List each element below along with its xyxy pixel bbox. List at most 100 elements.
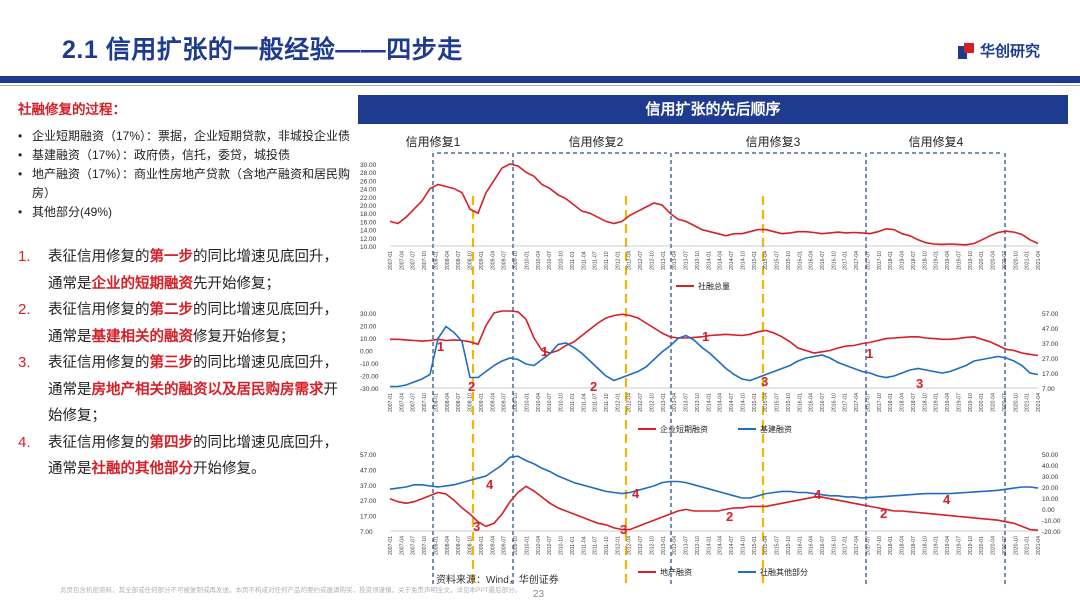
- step-annotation: 1: [541, 344, 548, 359]
- step-item: 3. 表征信用修复的第三步的同比增速见底回升，通常是房地产相关的融资以及居民购房需…: [18, 354, 338, 424]
- y-tick-label: -30.00: [360, 386, 379, 393]
- x-tick-label: 2015-07: [775, 393, 781, 412]
- x-tick-label: 2018-10: [922, 393, 928, 412]
- x-tick-label: 2014-10: [740, 251, 746, 270]
- x-tick-label: 2010-07: [547, 251, 553, 270]
- x-tick-label: 2016-07: [820, 251, 826, 270]
- x-tick-label: 2009-04: [490, 536, 496, 555]
- x-tick-label: 2012-01: [615, 536, 621, 555]
- x-tick-label: 2011-10: [604, 393, 610, 412]
- x-tick-label: 2009-07: [502, 536, 508, 555]
- series-line-企业短期融资: [390, 310, 1039, 357]
- step-annotation: 4: [943, 492, 951, 507]
- x-tick-label: 2015-01: [752, 536, 758, 555]
- x-tick-label: 2018-10: [922, 251, 928, 270]
- step-item: 1. 表征信用修复的第一步的同比增速见底回升，通常是企业的短期融资先开始修复；: [18, 248, 338, 292]
- phase-label: 信用修复4: [909, 134, 964, 149]
- header-divider: [0, 85, 1080, 86]
- x-tick-label: 2017-07: [865, 251, 871, 270]
- x-tick-label: 2021-01: [1025, 536, 1031, 555]
- x-tick-label: 2009-10: [513, 393, 519, 412]
- y-tick-label: 20.00: [360, 324, 377, 331]
- component-list: 企业短期融资（17%）：票据，企业短期贷款，非城投企业债 基建融资（17%）：政…: [14, 127, 352, 222]
- x-tick-label: 2018-01: [888, 251, 894, 270]
- x-tick-label: 2012-10: [649, 536, 655, 555]
- x-tick-label: 2008-10: [468, 536, 474, 555]
- x-tick-label: 2008-01: [433, 393, 439, 412]
- x-tick-label: 2011-07: [593, 251, 599, 270]
- x-tick-label: 2013-10: [695, 536, 701, 555]
- x-tick-label: 2009-04: [490, 393, 496, 412]
- x-tick-label: 2020-07: [1002, 251, 1008, 270]
- x-tick-label: 2009-07: [502, 393, 508, 412]
- x-tick-label: 2016-01: [797, 393, 803, 412]
- x-tick-label: 2008-04: [445, 536, 451, 555]
- x-tick-label: 2007-10: [422, 393, 428, 412]
- x-tick-label: 2018-04: [900, 251, 906, 270]
- x-tick-label: 2019-10: [968, 393, 974, 412]
- x-tick-label: 2011-04: [581, 251, 587, 270]
- step-annotation: 4: [814, 487, 822, 502]
- x-tick-label: 2013-07: [684, 536, 690, 555]
- x-tick-label: 2014-04: [718, 251, 724, 270]
- y2-tick-label: 0.00: [1042, 507, 1055, 514]
- x-tick-label: 2011-01: [570, 536, 576, 555]
- y-tick-label: 20.00: [360, 203, 377, 210]
- x-tick-label: 2010-01: [524, 251, 530, 270]
- x-tick-label: 2013-10: [695, 251, 701, 270]
- step-annotation: 1: [866, 346, 873, 361]
- x-tick-label: 2010-07: [547, 536, 553, 555]
- x-tick-label: 2017-01: [843, 393, 849, 412]
- x-tick-label: 2013-04: [672, 536, 678, 555]
- x-tick-label: 2017-10: [877, 251, 883, 270]
- logo-icon: [957, 42, 974, 59]
- x-tick-label: 2018-07: [911, 393, 917, 412]
- x-tick-label: 2010-10: [559, 536, 565, 555]
- series-line-社融其他部分: [389, 455, 1039, 499]
- x-tick-label: 2017-01: [843, 251, 849, 270]
- x-tick-label: 2009-01: [479, 251, 485, 270]
- x-tick-label: 2017-10: [877, 393, 883, 412]
- x-tick-label: 2020-04: [991, 536, 997, 555]
- x-tick-label: 2014-07: [729, 536, 735, 555]
- x-tick-label: 2008-10: [468, 251, 474, 270]
- y-tick-label: 27.00: [360, 498, 377, 505]
- y-tick-label: 30.00: [360, 162, 377, 169]
- x-tick-label: 2010-01: [524, 393, 530, 412]
- page-title: 2.1 信用扩张的一般经验——四步走: [62, 36, 463, 64]
- x-tick-label: 2008-10: [468, 393, 474, 412]
- y-tick-label: -10.00: [360, 361, 379, 368]
- x-tick-label: 2008-04: [445, 251, 451, 270]
- x-tick-label: 2015-01: [752, 251, 758, 270]
- x-tick-label: 2018-07: [911, 251, 917, 270]
- x-tick-label: 2007-07: [411, 536, 417, 555]
- y-tick-label: 22.00: [360, 195, 377, 202]
- x-tick-label: 2013-01: [661, 393, 667, 412]
- x-tick-label: 2008-07: [456, 536, 462, 555]
- x-tick-label: 2007-07: [411, 393, 417, 412]
- series-line-基建融资: [390, 325, 1039, 388]
- x-tick-label: 2016-10: [831, 536, 837, 555]
- y-tick-label: 47.00: [360, 467, 377, 474]
- x-tick-label: 2020-07: [1002, 393, 1008, 412]
- x-tick-label: 2014-07: [729, 393, 735, 412]
- x-tick-label: 2015-04: [763, 536, 769, 555]
- x-tick-label: 2016-04: [809, 536, 815, 555]
- x-tick-label: 2018-01: [888, 393, 894, 412]
- x-tick-label: 2011-07: [593, 536, 599, 555]
- x-tick-label: 2018-07: [911, 536, 917, 555]
- x-tick-label: 2014-01: [706, 536, 712, 555]
- x-tick-label: 2020-07: [1002, 536, 1008, 555]
- x-tick-label: 2017-10: [877, 536, 883, 555]
- list-item: 其他部分(49%): [14, 203, 352, 222]
- y2-tick-label: 40.00: [1042, 463, 1059, 470]
- step-annotation: 3: [620, 522, 627, 537]
- x-tick-label: 2016-07: [820, 536, 826, 555]
- x-tick-label: 2019-04: [945, 536, 951, 555]
- step-annotation: 3: [761, 374, 768, 389]
- header-bar: [0, 76, 1080, 83]
- x-tick-label: 2015-07: [775, 536, 781, 555]
- x-tick-label: 2015-10: [786, 393, 792, 412]
- x-tick-label: 2014-01: [706, 251, 712, 270]
- x-tick-label: 2020-01: [979, 251, 985, 270]
